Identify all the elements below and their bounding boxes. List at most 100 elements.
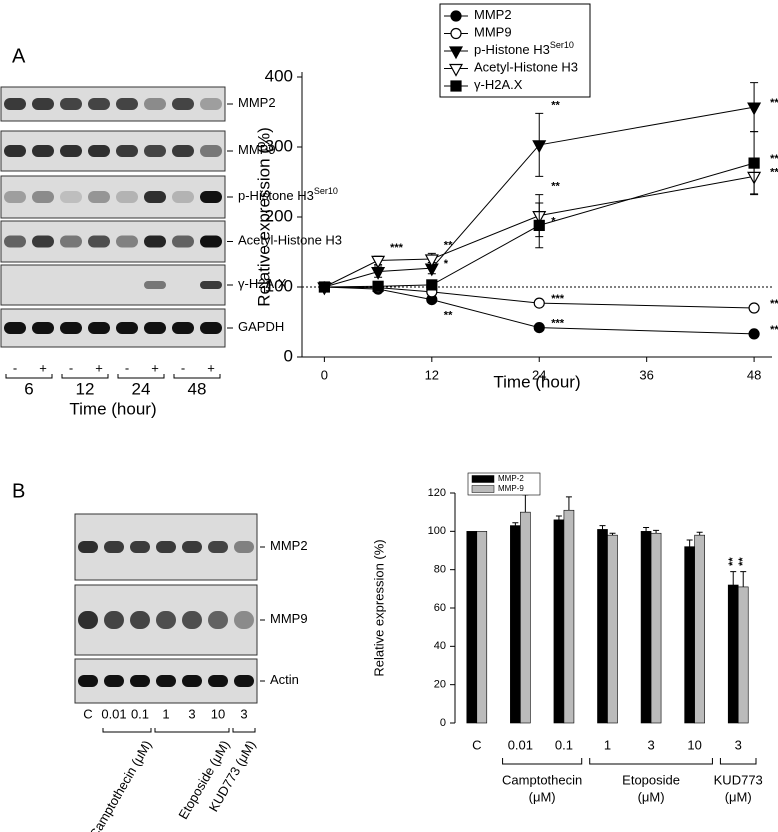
blot-row-label: MMP9 <box>238 142 276 157</box>
marker <box>533 322 545 334</box>
blot-band <box>208 541 228 553</box>
y-tick-label: 200 <box>265 206 293 225</box>
lane-label: + <box>95 360 103 375</box>
blot-band <box>200 191 222 203</box>
marker <box>533 297 545 309</box>
y-tick-label: 100 <box>428 525 446 537</box>
blot-band <box>200 98 222 110</box>
bar <box>694 534 705 724</box>
error-bar <box>522 494 529 513</box>
lane-label: 10 <box>211 706 225 721</box>
significance-label: ** <box>737 557 749 566</box>
bracket <box>61 374 109 379</box>
blot-band <box>78 541 98 553</box>
lane-label: - <box>125 360 129 375</box>
panel-label: A <box>12 45 26 67</box>
bar <box>563 509 575 724</box>
blot-band <box>60 98 82 110</box>
marker <box>532 140 547 154</box>
bar <box>597 529 608 724</box>
blot-band <box>208 675 228 687</box>
label-text: MMP9 <box>238 142 276 157</box>
blot-band <box>104 541 124 553</box>
x-tick-label: 36 <box>639 367 653 382</box>
blot-band <box>172 235 194 248</box>
blot-band <box>104 611 124 629</box>
blot-row-label: MMP9 <box>270 611 308 626</box>
significance-label: *** <box>770 166 778 178</box>
legend-swatch <box>471 485 495 493</box>
significance-label: *** <box>770 298 778 310</box>
bracket <box>5 374 53 379</box>
y-tick-label: 40 <box>434 640 446 652</box>
x-tick-label: 0.01 <box>508 737 533 752</box>
bracket <box>589 758 713 765</box>
blot-band <box>234 541 254 553</box>
blot-band <box>144 145 166 157</box>
y-axis-label: Relative expression (%) <box>254 127 273 307</box>
x-tick-label: 10 <box>687 737 701 752</box>
blot-band <box>234 675 254 687</box>
error-bar <box>609 532 616 536</box>
blot-band <box>200 281 222 289</box>
significance-label: ** <box>444 310 453 322</box>
blot-band <box>172 191 194 203</box>
blot-band <box>78 675 98 687</box>
blot-band <box>104 675 124 687</box>
error-bar <box>653 529 660 534</box>
marker <box>748 328 760 340</box>
label-text: MMP9 <box>270 611 308 626</box>
blot-row-label: Acetyl-Histone H3 <box>238 233 342 248</box>
error-bar <box>565 496 572 511</box>
legend-label: MMP-9 <box>498 484 524 493</box>
marker <box>426 279 438 291</box>
blot-band <box>116 145 138 157</box>
legend-label: γ-H2A.X <box>474 77 523 92</box>
blot-band <box>88 322 110 334</box>
marker <box>372 280 384 292</box>
panel-label: B <box>12 480 25 502</box>
legend-label: MMP9 <box>474 25 512 40</box>
x-tick-label: 24 <box>532 367 546 382</box>
legend-text: p-Histone H3 <box>474 42 550 57</box>
blot-band <box>32 98 54 110</box>
bracket <box>232 728 256 733</box>
bar <box>476 531 488 724</box>
error-bar <box>730 571 737 585</box>
blot-band <box>32 191 54 203</box>
blot-band <box>208 611 228 629</box>
blot-band <box>78 611 98 629</box>
x-tick-label: 1 <box>604 737 611 752</box>
significance-label: * <box>444 258 449 270</box>
blot-band <box>88 98 110 110</box>
group-label: Camptothecin (μM) <box>86 738 154 832</box>
group-unit: (μM) <box>529 789 556 804</box>
blot-band <box>116 191 138 203</box>
label-superscript: Ser10 <box>314 186 338 196</box>
blot-band <box>4 98 26 110</box>
bar <box>607 534 618 724</box>
error-bar <box>696 531 703 536</box>
legend-label: MMP-2 <box>498 474 524 483</box>
blot-band <box>200 145 222 157</box>
x-tick-label: 48 <box>747 367 761 382</box>
blot-band <box>200 235 222 248</box>
legend-text: γ-H2A.X <box>474 77 523 92</box>
x-tick-label: 3 <box>647 737 654 752</box>
bar <box>510 525 521 724</box>
significance-label: *** <box>551 293 565 305</box>
blot-band <box>60 322 82 334</box>
marker <box>424 254 439 268</box>
lane-label: C <box>83 706 92 721</box>
marker <box>371 255 386 269</box>
label-text: MMP2 <box>238 95 276 110</box>
label-text: GAPDH <box>238 319 284 334</box>
blot-row-label: MMP2 <box>270 538 308 553</box>
bar <box>684 546 695 724</box>
blot-band <box>32 322 54 334</box>
significance-label: *** <box>770 97 778 109</box>
blot-band <box>130 675 150 687</box>
lane-label: - <box>181 360 185 375</box>
error-bar <box>643 527 650 532</box>
blot-band <box>4 191 26 203</box>
